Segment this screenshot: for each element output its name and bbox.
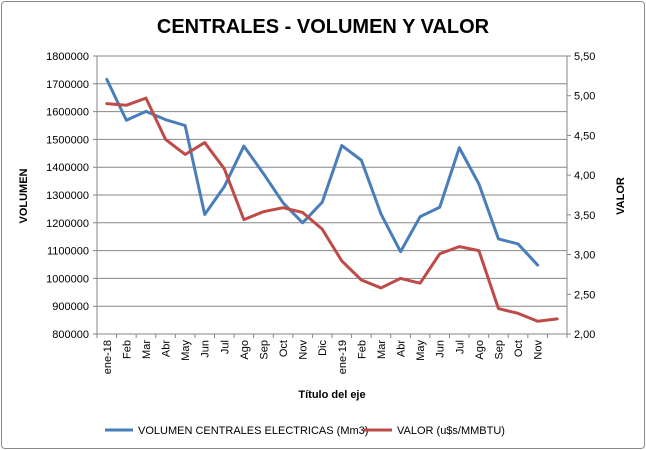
x-tick-label: Oct [278, 340, 290, 357]
y-tick-label: 1700000 [46, 79, 89, 91]
series-line-volumen [105, 77, 540, 267]
x-tick-label: Mar [141, 340, 153, 359]
x-tick-label: Abr [161, 340, 173, 357]
series-lines [105, 77, 559, 323]
y-axis-title: VOLUMEN [18, 168, 30, 223]
x-tick-label: Ago [474, 340, 486, 360]
x-tick-label: May [180, 340, 192, 361]
x-tick-label: Feb [121, 340, 133, 359]
y-tick-label: 1300000 [46, 190, 89, 202]
x-tick-label: Jun [200, 340, 212, 358]
x-axis-title: Título del eje [298, 389, 365, 401]
x-tick-label: ene-19 [337, 340, 349, 374]
y-tick-label: 900000 [52, 301, 89, 313]
gridlines [93, 55, 567, 335]
x-tick-label: Abr [396, 340, 408, 357]
y2-tick-label: 3,00 [574, 250, 595, 262]
y2-tick-label: 5,50 [574, 51, 595, 63]
x-tick-label: Nov [298, 340, 310, 360]
x-tick-label: May [415, 340, 427, 361]
y-tick-label: 800000 [52, 329, 89, 341]
y2-tick-label: 2,50 [574, 289, 595, 301]
y2-tick-label: 4,50 [574, 130, 595, 142]
x-tick-label: ene-18 [102, 340, 114, 374]
y2-tick-label: 2,00 [574, 329, 595, 341]
y-tick-label: 1100000 [47, 246, 89, 258]
x-tick-label: Sep [258, 340, 270, 360]
x-tick-label: Jul [454, 340, 466, 354]
x-tick-label: Dic [317, 340, 329, 356]
x-tick-label: Ago [239, 340, 251, 360]
legend-label: VOLUMEN CENTRALES ELECTRICAS (Mm3) [138, 425, 368, 437]
y-tick-label: 1500000 [46, 134, 89, 146]
x-tick-label: Mar [376, 340, 388, 359]
y-tick-label: 1600000 [46, 107, 89, 119]
x-tick-label: Jul [219, 340, 231, 354]
x-tick-label: Feb [356, 340, 368, 359]
legend: VOLUMEN CENTRALES ELECTRICAS (Mm3) VALOR … [105, 425, 505, 437]
x-tick-label: Oct [513, 340, 525, 357]
y-tick-label: 1400000 [46, 162, 89, 174]
y2-tick-label: 4,00 [574, 170, 595, 182]
chart-title: CENTRALES - VOLUMEN Y VALOR [157, 16, 490, 38]
x-tick-label: Jun [435, 340, 447, 358]
y-tick-label: 1800000 [46, 51, 89, 63]
y2-tick-label: 3,50 [574, 210, 595, 222]
y-tick-label: 1000000 [46, 273, 89, 285]
axis-ticks: 800000 900000 1000000 1100000 1200000 1300000… [46, 51, 595, 374]
y2-axis-title: VALOR [615, 177, 627, 215]
x-tick-label: Nov [533, 340, 545, 360]
legend-label: VALOR (u$s/MMBTU) [397, 425, 505, 437]
x-tick-label: Sep [493, 340, 505, 360]
y2-tick-label: 5,00 [574, 91, 595, 103]
y-tick-label: 1200000 [46, 218, 89, 230]
series-line-valor [105, 96, 559, 323]
